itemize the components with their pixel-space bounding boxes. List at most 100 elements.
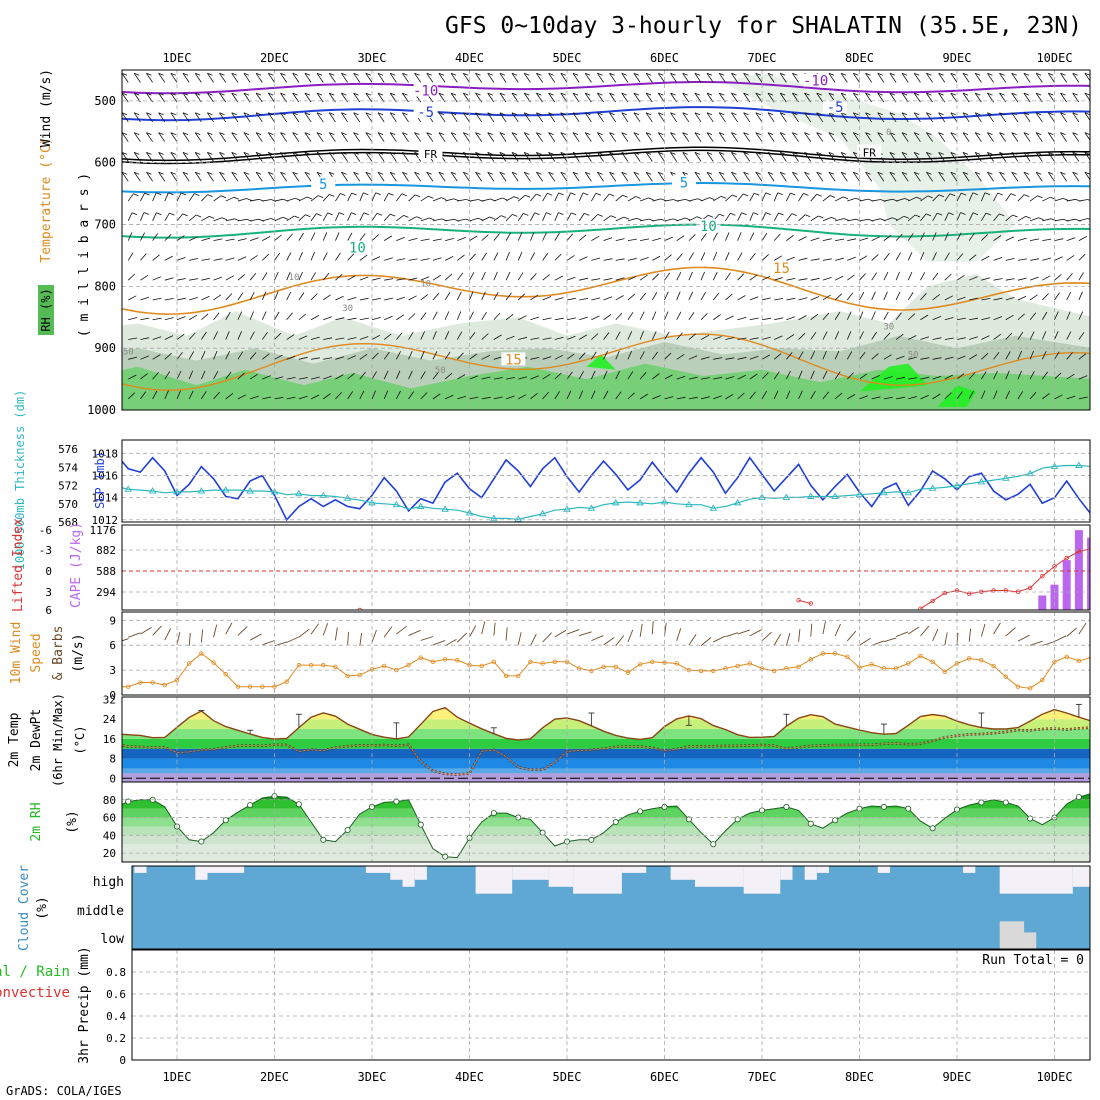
wind-barb <box>408 258 418 261</box>
wind-barb <box>676 332 683 340</box>
wind-barb <box>554 317 564 321</box>
wind-speed-marker <box>906 661 911 666</box>
wind-barb <box>737 374 746 380</box>
wind-barb-flag <box>1023 152 1030 155</box>
panel-upper-plot: -10-10-5 -5FR FR5 5101015151510103050503050… <box>100 72 1095 410</box>
wind-barb <box>1029 312 1037 320</box>
wind-barb <box>1054 311 1059 320</box>
thickness-marker <box>514 515 523 522</box>
wind-barb-flag <box>305 214 311 218</box>
wind-barb-10m <box>396 625 407 635</box>
temp-area-fill <box>122 705 1090 782</box>
cloud-high-block <box>414 866 427 880</box>
wind-barb-flag <box>916 196 922 200</box>
wind-barb-flag <box>597 132 603 135</box>
wind-barb <box>213 276 223 281</box>
wind-barb <box>408 391 415 400</box>
wind-barb-10m <box>92 637 103 644</box>
wind-barb <box>267 92 275 103</box>
wind-axis-title-barbs: & Barbs <box>51 626 66 681</box>
wind-barb <box>505 292 512 301</box>
wind-barb <box>786 352 793 360</box>
wind-speed-marker <box>247 684 253 689</box>
wind-barb-flag <box>536 171 542 175</box>
wind-barb <box>908 396 918 400</box>
wind-barb <box>895 291 901 301</box>
wind-barb <box>560 73 568 83</box>
wind-barb <box>578 390 584 400</box>
temp-color-band <box>122 768 1090 774</box>
rh-area-fill <box>122 786 1090 862</box>
wind-barb-flag <box>207 171 213 175</box>
wind-barb <box>298 252 303 261</box>
wind-barb <box>786 334 795 340</box>
wind-barb <box>164 317 174 321</box>
isotherm-label: 15 <box>100 325 117 341</box>
wind-barb <box>213 195 222 202</box>
wind-barb <box>828 73 836 83</box>
wind-barb <box>383 333 392 340</box>
wind-barb-flag <box>182 171 189 175</box>
wind-barb <box>243 112 251 123</box>
wind-barb-flag <box>682 132 688 135</box>
wind-barb-flag <box>329 72 335 76</box>
wind-barb-flag <box>597 72 603 76</box>
wind-barb <box>1078 199 1088 202</box>
wind-barb <box>158 73 166 83</box>
wind-barb-flag <box>999 112 1005 116</box>
wind-barb <box>920 272 926 281</box>
wind-barb <box>560 132 568 142</box>
wind-barb-flag <box>790 192 796 196</box>
wind-barb <box>676 354 685 360</box>
wind-barb <box>176 316 186 321</box>
wind-barb <box>798 278 808 281</box>
wind-barb <box>554 391 560 400</box>
wind-barb <box>335 295 344 301</box>
wind-barb <box>956 192 962 202</box>
wind-barb <box>316 152 324 162</box>
wind-barb-10m <box>579 631 592 637</box>
wind-barb <box>505 377 515 380</box>
wind-barb-10m <box>237 626 248 636</box>
wind-barb <box>1091 272 1095 280</box>
rh-marker <box>247 802 254 809</box>
wind-barb-flag <box>158 92 164 96</box>
wind-barb <box>402 152 409 162</box>
cloud-level-label: middle <box>77 904 124 919</box>
wind-barb <box>469 235 478 241</box>
wind-barb <box>968 192 974 202</box>
wind-barb <box>548 171 556 182</box>
wind-speed-marker <box>747 661 753 666</box>
thickness-frame <box>121 439 1091 523</box>
x-day-label-bottom: 4DEC <box>455 1070 484 1084</box>
wind-barb <box>323 294 331 301</box>
rh-axis-title: RH (%) <box>39 288 53 331</box>
wind-barb-flag <box>292 72 298 76</box>
wind-barb <box>859 237 869 242</box>
wind-barb <box>834 293 842 301</box>
precip-tick-label: 0.8 <box>106 966 126 979</box>
wind-barb-flag <box>828 72 835 76</box>
wind-barb <box>383 370 389 380</box>
wind-barb <box>237 218 247 222</box>
wind-barb <box>871 396 881 400</box>
wind-speed-marker <box>966 656 972 661</box>
wind-barb-flag <box>195 152 201 155</box>
wind-barb-flag <box>170 92 176 96</box>
wind-barb <box>1084 112 1090 122</box>
wind-barb <box>1005 258 1015 261</box>
wind-barb-flag <box>134 72 140 76</box>
wind-barb <box>652 395 661 400</box>
wind-barb <box>371 390 376 400</box>
wind-barb <box>530 337 540 340</box>
isotherm-label-bg <box>803 73 828 87</box>
wind-barb <box>493 252 499 261</box>
wind-speed-marker <box>625 670 631 675</box>
wind-barb <box>865 132 873 142</box>
wind-barb <box>688 376 698 380</box>
wind-barb <box>1017 258 1027 261</box>
wind-barb-flag <box>731 72 737 76</box>
wind-barb <box>761 317 771 321</box>
wind-barb <box>328 112 336 123</box>
isotherm-label-bg <box>413 83 438 97</box>
